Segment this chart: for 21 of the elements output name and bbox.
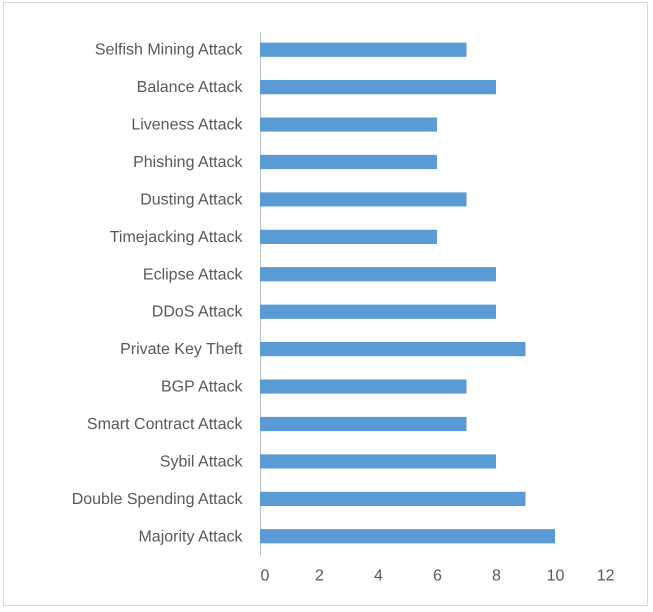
y-tick-label: DDoS Attack — [152, 304, 244, 321]
y-tick-label: BGP Attack — [160, 378, 244, 396]
x-tick-label: 2 — [315, 568, 324, 584]
y-tick-label: Selfish Mining Attack — [94, 42, 244, 59]
x-tick-label: 6 — [433, 568, 442, 584]
y-tick-label: Timejacking Attack — [110, 228, 244, 246]
x-tick-label: 8 — [492, 568, 502, 584]
x-tick-label: 10 — [546, 568, 564, 584]
x-tick-label: 0 — [260, 568, 270, 584]
y-tick-label: Private Key Theft — [120, 341, 244, 358]
x-tick-label: 4 — [374, 568, 384, 584]
y-tick-label: Majority Attack — [138, 528, 244, 546]
y-tick-label: Balance Attack — [136, 79, 244, 96]
y-tick-label: Double Spending Attack — [72, 490, 244, 508]
y-tick-label: Sybil Attack — [160, 453, 244, 470]
y-tick-label: Dusting Attack — [140, 191, 244, 208]
y-tick-label: Smart Contract Attack — [86, 416, 244, 433]
y-tick-label: Liveness Attack — [131, 116, 244, 134]
x-tick-label: 12 — [596, 568, 615, 584]
y-tick-label: Eclipse Attack — [142, 266, 244, 284]
y-tick-label: Phishing Attack — [133, 154, 244, 171]
